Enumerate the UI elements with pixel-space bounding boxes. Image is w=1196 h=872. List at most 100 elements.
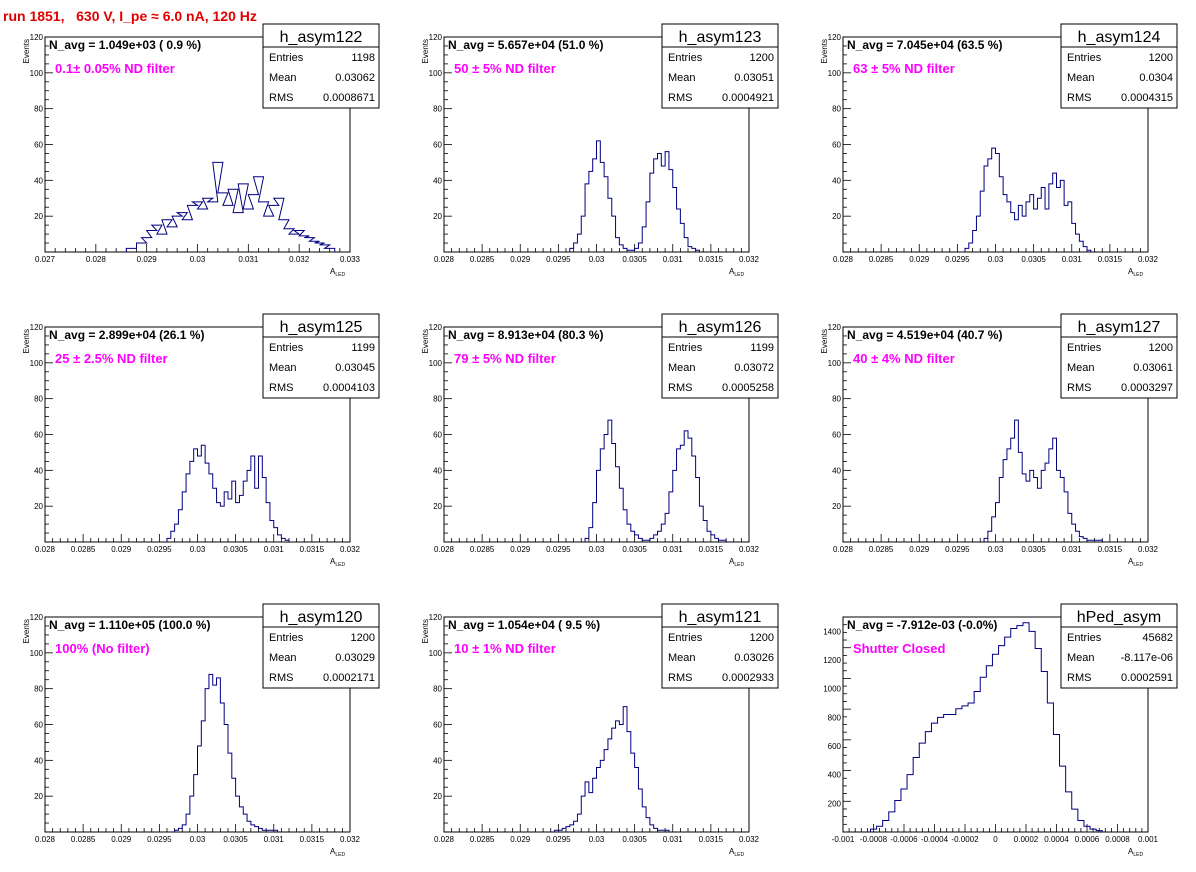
x-tick-label: 0.03	[589, 255, 605, 264]
x-tick-label: 0.032	[739, 255, 760, 264]
y-axis-label: Events	[421, 619, 430, 643]
y-tick-label: 20	[832, 502, 841, 511]
stats-box	[1060, 336, 1178, 399]
y-tick-label: 120	[30, 323, 44, 332]
stats-key: Entries	[269, 342, 304, 354]
x-tick-label: 0	[993, 835, 998, 844]
stats-value: 0.0002933	[722, 672, 774, 684]
stats-value: 45682	[1142, 632, 1173, 644]
x-tick-label: 0.0002	[1014, 835, 1039, 844]
x-tick-label: 0.03	[589, 545, 605, 554]
y-tick-label: 80	[832, 395, 841, 404]
stats-title: h_asym127	[1078, 319, 1161, 336]
x-tick-label: 0.03	[190, 545, 206, 554]
x-tick-label: 0.031	[1062, 545, 1083, 554]
panel-h_asym127: 20 40 60 80 100 120 0.028 0.0285 0.029 0.0295 0.03…	[820, 313, 1178, 568]
x-tick-label: 0.032	[1138, 545, 1159, 554]
stats-value: 0.03061	[1133, 362, 1173, 374]
stats-value: 1200	[1149, 52, 1173, 64]
stats-key: Mean	[1067, 362, 1095, 374]
y-tick-label: 120	[429, 323, 443, 332]
x-tick-label: 0.0285	[71, 545, 96, 554]
stats-title: h_asym123	[679, 29, 762, 46]
histogram-line	[569, 140, 700, 252]
stats-value: 0.03026	[734, 652, 774, 664]
stats-key: Mean	[668, 362, 696, 374]
x-tick-label: 0.03	[988, 255, 1004, 264]
panel-h_asym125: 20 40 60 80 100 120 0.028 0.0285 0.029 0.0295 0.03…	[22, 313, 380, 568]
histogram-line	[166, 444, 290, 542]
x-tick-label: 0.0305	[1021, 545, 1046, 554]
histogram-line	[584, 419, 727, 542]
stats-key: RMS	[1067, 382, 1091, 394]
x-tick-label: 0.029	[510, 835, 531, 844]
x-tick-label: 0.029	[111, 545, 132, 554]
y-tick-label: 40	[832, 466, 841, 475]
y-tick-label: 60	[34, 431, 43, 440]
stats-value: 0.03051	[734, 72, 774, 84]
x-tick-label: 0.032	[739, 835, 760, 844]
x-axis-label: ALED	[330, 557, 345, 568]
x-tick-label: 0.0315	[1098, 255, 1123, 264]
y-axis-label: Events	[820, 329, 829, 353]
y-tick-label: 120	[429, 33, 443, 42]
filter-note: 79 ± 5% ND filter	[454, 351, 556, 366]
x-tick-label: 0.032	[1138, 255, 1159, 264]
x-tick-label: 0.031	[663, 255, 684, 264]
y-tick-label: 120	[429, 613, 443, 622]
stats-box	[661, 46, 779, 109]
x-axis-label: ALED	[729, 557, 744, 568]
stats-box	[661, 626, 779, 689]
x-tick-label: 0.032	[340, 835, 361, 844]
y-tick-label: 120	[828, 323, 842, 332]
y-tick-label: 20	[34, 212, 43, 221]
x-tick-label: 0.0315	[300, 835, 325, 844]
y-tick-label: 60	[433, 431, 442, 440]
y-tick-label: 40	[433, 756, 442, 765]
figure-title: run 1851, 630 V, I_pe ≈ 6.0 nA, 120 Hz	[3, 8, 257, 24]
x-tick-label: -0.0004	[921, 835, 949, 844]
navg-label: N_avg = 8.913e+04 (80.3 %)	[448, 328, 603, 342]
stats-key: Mean	[269, 652, 297, 664]
y-tick-label: 80	[34, 685, 43, 694]
panel-h_asym124: 20 40 60 80 100 120 0.028 0.0285 0.029 0.0295 0.03…	[820, 23, 1178, 278]
stats-key: Mean	[269, 72, 297, 84]
filter-note: 40 ± 4% ND filter	[853, 351, 955, 366]
y-tick-label: 40	[34, 466, 43, 475]
x-tick-label: 0.0285	[869, 545, 894, 554]
x-tick-label: 0.0305	[622, 545, 647, 554]
y-tick-label: 40	[832, 176, 841, 185]
panel-h_asym122: 20 40 60 80 100 120 0.027 0.028 0.029 0.03 0.031 0.…	[22, 23, 380, 278]
stats-value: 0.0005258	[722, 382, 774, 394]
x-tick-label: 0.028	[434, 255, 455, 264]
x-axis-label: ALED	[1128, 557, 1143, 568]
y-tick-label: 100	[828, 69, 842, 78]
stats-title: h_asym122	[280, 29, 363, 46]
stats-key: RMS	[269, 92, 293, 104]
stats-box	[1060, 46, 1178, 109]
y-axis-label: Events	[22, 329, 31, 353]
stats-value: 0.03072	[734, 362, 774, 374]
y-tick-label: 1200	[823, 656, 841, 665]
y-tick-label: 80	[433, 685, 442, 694]
x-tick-label: 0.0295	[945, 255, 970, 264]
x-tick-label: 0.033	[340, 255, 361, 264]
histogram-line	[983, 419, 1103, 542]
x-tick-label: 0.001	[1138, 835, 1159, 844]
stats-value: 0.0304	[1139, 72, 1173, 84]
filter-note: 63 ± 5% ND filter	[853, 61, 955, 76]
y-tick-label: 40	[433, 466, 442, 475]
stats-title: h_asym126	[679, 319, 762, 336]
stats-value: 1199	[351, 342, 375, 354]
navg-label: N_avg = 4.519e+04 (40.7 %)	[847, 328, 1002, 342]
x-tick-label: 0.027	[35, 255, 56, 264]
stats-value: 0.0008671	[323, 92, 375, 104]
stats-key: Entries	[269, 632, 304, 644]
stats-value: 1200	[1149, 342, 1173, 354]
x-tick-label: 0.0315	[300, 545, 325, 554]
x-tick-label: 0.0305	[223, 545, 248, 554]
navg-label: N_avg = -7.912e-03 (-0.0%)	[847, 618, 997, 632]
x-tick-label: 0.032	[739, 545, 760, 554]
